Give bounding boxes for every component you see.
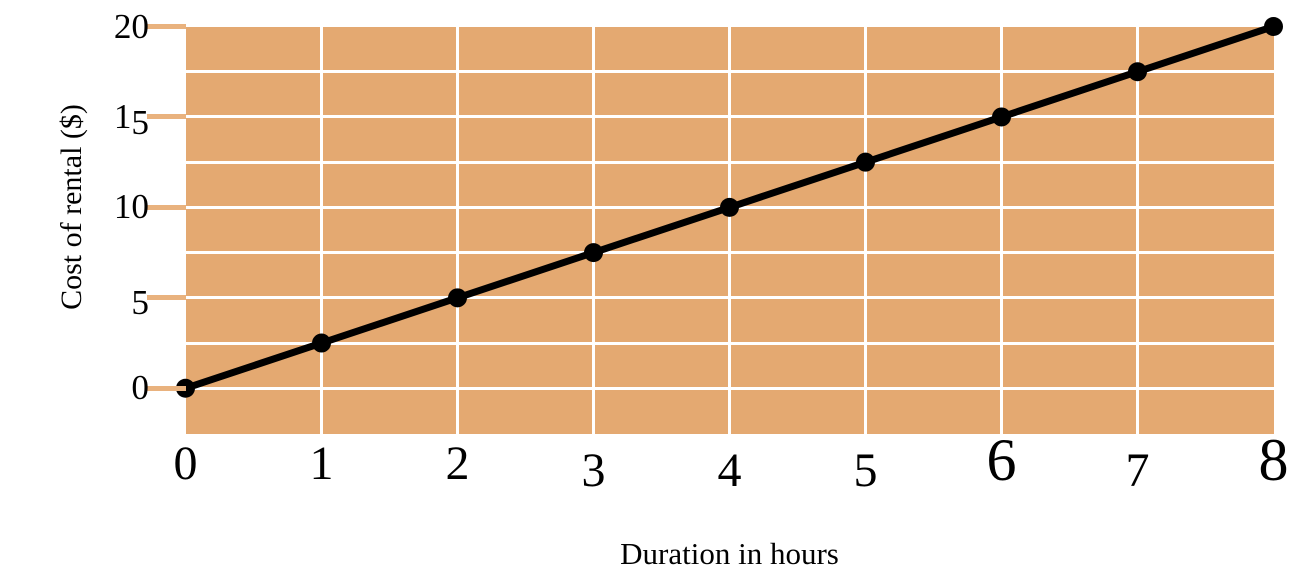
y-gridline: [185, 160, 1274, 164]
tick-digit: 1: [309, 436, 334, 490]
y-gridline: [185, 296, 1274, 300]
x-tick-label: 7: [1126, 440, 1150, 495]
tick-digit: 6: [986, 426, 1017, 493]
tick-digit: 4: [717, 444, 742, 498]
x-gridline: [320, 26, 323, 434]
tick-digit: 0: [131, 368, 149, 408]
y-gridline: [185, 70, 1274, 74]
y-gridline: [185, 205, 1274, 209]
tick-digit: 5: [853, 444, 878, 498]
x-tick-label: 1: [309, 436, 334, 490]
y-axis-tick: [147, 295, 186, 301]
tick-digit: 0: [131, 187, 149, 227]
y-axis-tick: [147, 204, 186, 210]
x-tick-label: 5: [854, 440, 878, 495]
y-tick-label: 20: [113, 6, 149, 46]
tick-digit: 1: [113, 96, 132, 136]
y-axis-tick: [147, 24, 186, 29]
x-gridline: [592, 26, 595, 434]
y-tick-label: 15: [113, 96, 149, 140]
plot-area: [185, 26, 1274, 434]
y-tick-label: 0: [131, 370, 149, 405]
x-tick-label: 2: [445, 436, 470, 490]
x-tick-label: 8: [1259, 430, 1289, 490]
x-gridline: [456, 26, 459, 434]
y-tick-label: 10: [114, 189, 149, 224]
tick-digit: 7: [1125, 444, 1150, 498]
x-gridline: [864, 26, 867, 434]
tick-digit: 0: [173, 436, 198, 490]
x-gridline: [1000, 26, 1003, 434]
tick-digit: 8: [1258, 426, 1289, 493]
x-tick-label: 3: [582, 440, 606, 495]
x-tick-label: 0: [173, 436, 198, 490]
tick-digit: 0: [131, 6, 149, 46]
y-gridline: [185, 341, 1274, 345]
y-axis-title: Cost of rental ($): [55, 104, 88, 310]
y-axis-tick: [147, 114, 186, 120]
x-axis-title: Duration in hours: [620, 536, 839, 571]
tick-digit: 5: [131, 283, 149, 323]
tick-digit: 5: [131, 102, 149, 142]
x-gridline: [728, 26, 731, 434]
tick-digit: 1: [113, 187, 132, 227]
y-gridline: [185, 115, 1274, 119]
x-gridline: [1136, 26, 1139, 434]
y-tick-label: 5: [131, 280, 149, 320]
tick-digit: 3: [581, 444, 606, 498]
y-gridline: [185, 251, 1274, 255]
y-gridline: [185, 386, 1274, 390]
tick-digit: 2: [445, 436, 470, 490]
y-axis-tick: [147, 385, 186, 391]
tick-digit: 2: [113, 6, 132, 46]
x-tick-label: 6: [987, 430, 1017, 490]
x-tick-label: 4: [718, 440, 742, 495]
